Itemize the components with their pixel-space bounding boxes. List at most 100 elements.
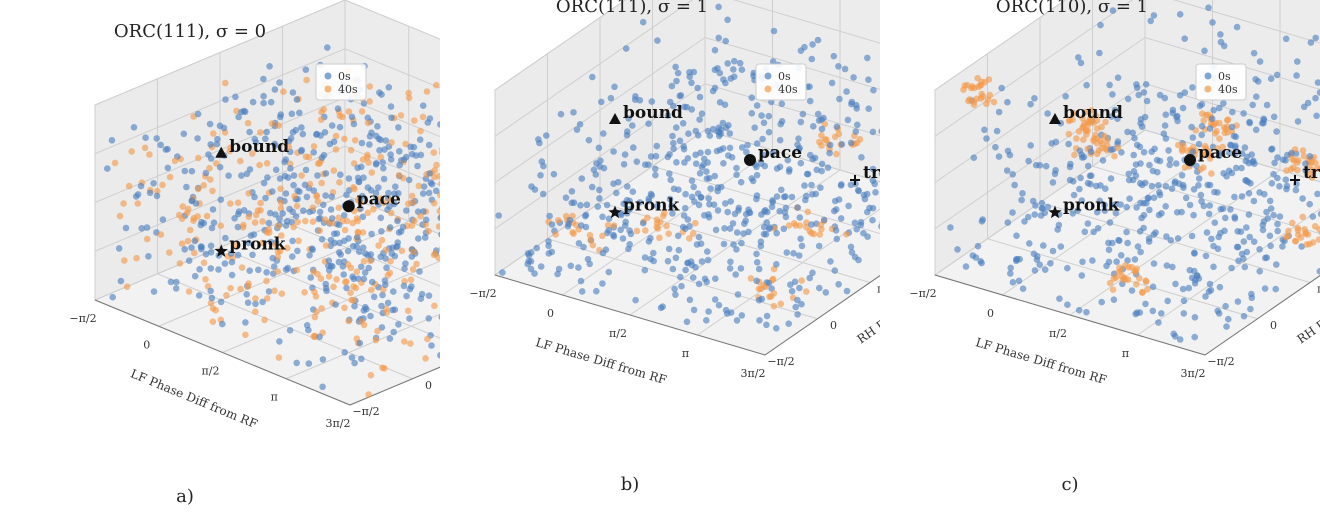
point-0s — [1216, 283, 1224, 291]
point-40s — [1179, 145, 1186, 153]
point-0s — [1302, 160, 1309, 167]
point-0s — [1149, 307, 1157, 315]
point-0s — [345, 235, 352, 242]
point-0s — [1267, 242, 1274, 250]
point-0s — [172, 285, 180, 292]
point-0s — [773, 165, 781, 172]
point-0s — [1220, 100, 1227, 107]
point-0s — [284, 264, 292, 272]
point-40s — [983, 100, 990, 108]
point-0s — [742, 217, 749, 224]
point-0s — [167, 278, 175, 286]
circle-marker — [1184, 154, 1196, 166]
point-0s — [207, 141, 214, 148]
point-40s — [803, 288, 810, 295]
point-0s — [701, 212, 708, 219]
point-0s — [650, 257, 657, 265]
point-0s — [269, 254, 277, 262]
point-0s — [1175, 180, 1183, 187]
circle-marker — [342, 200, 355, 213]
point-0s — [1133, 204, 1140, 211]
point-40s — [833, 150, 840, 158]
point-40s — [310, 143, 318, 150]
point-40s — [417, 212, 424, 220]
point-0s — [401, 265, 408, 273]
point-40s — [200, 182, 207, 189]
point-0s — [1256, 189, 1263, 196]
point-0s — [769, 58, 777, 65]
point-40s — [1220, 124, 1228, 131]
point-40s — [343, 278, 350, 286]
point-0s — [1030, 250, 1038, 258]
point-40s — [330, 167, 338, 174]
point-0s — [379, 159, 387, 166]
point-0s — [636, 199, 644, 206]
point-0s — [652, 152, 660, 160]
point-0s — [332, 301, 339, 308]
point-40s — [347, 146, 355, 154]
point-40s — [335, 204, 343, 211]
point-0s — [329, 263, 336, 270]
point-0s — [1270, 211, 1277, 219]
point-40s — [206, 164, 213, 172]
point-40s — [293, 202, 301, 210]
point-0s — [730, 241, 737, 248]
point-0s — [756, 317, 763, 324]
point-0s — [798, 300, 805, 308]
point-0s — [878, 128, 880, 135]
point-0s — [376, 147, 383, 154]
point-0s — [650, 249, 657, 257]
point-0s — [1026, 240, 1033, 247]
point-0s — [1222, 302, 1229, 310]
point-0s — [1066, 163, 1074, 171]
point-40s — [322, 242, 330, 249]
point-40s — [435, 223, 440, 230]
point-0s — [633, 158, 641, 165]
point-0s — [696, 116, 703, 123]
point-0s — [240, 207, 248, 214]
point-0s — [198, 218, 205, 226]
point-40s — [332, 132, 340, 140]
point-0s — [1009, 171, 1016, 178]
point-0s — [947, 224, 954, 231]
point-0s — [1086, 172, 1094, 180]
point-0s — [722, 37, 729, 45]
point-0s — [150, 288, 158, 295]
point-0s — [674, 232, 682, 240]
point-0s — [1094, 225, 1102, 232]
point-0s — [341, 349, 349, 356]
point-0s — [808, 181, 815, 189]
point-40s — [179, 203, 187, 210]
point-40s — [1080, 136, 1087, 143]
point-40s — [1109, 286, 1117, 294]
point-0s — [325, 257, 333, 265]
point-0s — [387, 151, 394, 158]
point-0s — [1124, 239, 1131, 247]
chart-title: ORC(111), σ = 1 — [556, 0, 708, 17]
point-0s — [150, 180, 157, 187]
point-0s — [310, 187, 318, 194]
point-40s — [291, 192, 298, 200]
point-0s — [738, 66, 746, 73]
point-0s — [366, 141, 373, 148]
point-0s — [854, 121, 861, 129]
point-0s — [246, 128, 253, 136]
point-0s — [835, 63, 842, 70]
point-0s — [301, 181, 309, 189]
point-0s — [782, 213, 790, 221]
point-0s — [599, 249, 607, 257]
point-0s — [350, 120, 358, 128]
point-40s — [330, 283, 337, 291]
point-0s — [1180, 297, 1188, 305]
point-0s — [578, 175, 586, 182]
point-0s — [1038, 199, 1046, 207]
point-0s — [796, 214, 804, 221]
scatter-points — [495, 3, 880, 332]
point-0s — [289, 237, 296, 245]
point-0s — [1006, 151, 1014, 159]
point-0s — [1013, 255, 1021, 263]
point-0s — [1083, 308, 1090, 316]
point-0s — [970, 154, 978, 161]
gait-label-trot: trot — [863, 163, 880, 183]
point-0s — [705, 308, 712, 315]
